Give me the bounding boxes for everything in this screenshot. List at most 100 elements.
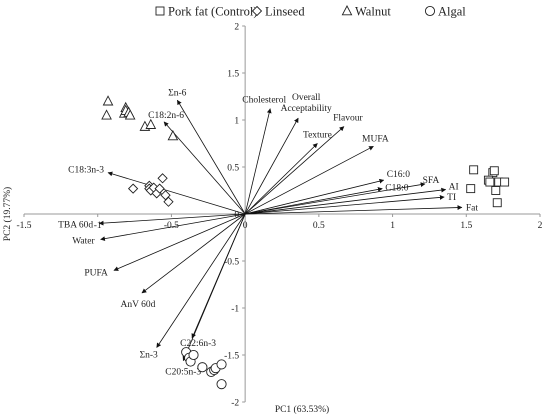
loading-arrow	[244, 117, 299, 215]
point-square	[491, 186, 501, 195]
loading-label: PUFA	[84, 268, 108, 278]
y-tick-label: -1	[231, 305, 239, 315]
loading-vectors: Cholesterol Overall Acceptability TextureFl…	[58, 88, 478, 377]
point-square	[489, 166, 499, 176]
loading-label: Overall Acceptability	[281, 93, 332, 114]
loading-tba-60d: TBA 60d	[58, 213, 246, 230]
loading-arrow	[245, 187, 447, 215]
loading-label: C20:5n-3	[165, 368, 201, 378]
loading-arrow	[156, 213, 246, 348]
loading-arrow	[244, 126, 345, 215]
legend-diamond-icon	[251, 5, 263, 17]
loading-arrow	[245, 187, 383, 215]
x-tick-label: -1.5	[16, 221, 31, 231]
loading-cholesterol: Cholesterol	[242, 96, 286, 215]
x-tick-label: -1	[94, 221, 102, 231]
point-triangle	[101, 109, 112, 120]
point-diamond	[163, 196, 174, 207]
loading-label: C18:2n-6	[148, 111, 184, 121]
y-tick-label: -1.5	[224, 352, 239, 362]
legend-square-icon	[155, 6, 165, 16]
series-pork-fat-control	[466, 165, 510, 208]
legend-label: Walnut	[355, 5, 391, 19]
score-points	[101, 95, 510, 390]
point-square	[466, 184, 476, 194]
x-tick-label: 0.5	[313, 221, 325, 231]
series-linseed	[127, 173, 174, 207]
loading-pufa: PUFA	[84, 213, 246, 278]
loading-label: C18:3n-3	[68, 166, 104, 176]
loading-ai: AI	[245, 183, 459, 215]
loading-arrow	[98, 213, 246, 226]
loading-arrow	[141, 213, 246, 294]
loading-arrow	[245, 182, 426, 215]
x-tick-labels: -1.5 -1 -0.5 0 0.5 1 1.5 2	[16, 214, 543, 231]
loading-mufa: MUFA	[244, 134, 389, 215]
point-circle	[197, 362, 208, 373]
point-diamond	[157, 173, 168, 184]
legend-label: Algal	[438, 5, 466, 19]
loading-arrow	[182, 213, 246, 362]
x-axis-title: PC1 (63.53%)	[275, 404, 329, 415]
point-triangle	[102, 95, 114, 106]
loading-arrow	[244, 143, 318, 215]
legend-triangle-icon	[341, 5, 353, 16]
loading-label: SFA	[423, 176, 440, 186]
y-tick-label: 2	[234, 23, 239, 33]
loading-c18-2n-6: C18:2n-6	[148, 111, 246, 215]
loading-label: AI	[449, 183, 459, 193]
series-walnut	[101, 95, 179, 141]
loading-label: C16:0	[387, 170, 410, 180]
loading-arrow	[107, 171, 246, 215]
loading-c20-5n-3: C20:5n-3	[165, 213, 246, 378]
loading-label: TBA 60d	[58, 220, 93, 230]
point-circle	[216, 359, 227, 370]
legend-label: Pork fat (Control)	[168, 5, 258, 19]
loading-label: Cholesterol	[242, 96, 286, 106]
legend-label: Linseed	[265, 5, 305, 19]
point-triangle	[167, 130, 179, 141]
loading-flavour: Flavour	[244, 114, 364, 215]
loading-c22-6n-3: C22:6n-3	[180, 213, 246, 349]
point-triangle	[124, 109, 136, 120]
loading-arrow	[113, 213, 246, 271]
loading-arrow	[245, 178, 385, 215]
point-diamond	[154, 183, 165, 194]
loading-arrow	[244, 145, 374, 215]
point-square	[500, 177, 510, 187]
loading-label: Water	[72, 236, 95, 246]
y-tick-label: 1	[234, 117, 239, 127]
x-tick-label: 0	[243, 221, 248, 231]
axes	[24, 26, 540, 402]
loading-label: Σn-6	[168, 88, 186, 98]
loading-texture: Texture	[244, 131, 332, 215]
legend-circle-icon	[424, 5, 436, 17]
y-tick-label: 0.5	[227, 164, 239, 174]
x-tick-label: 2	[538, 221, 543, 231]
loading-arrow	[245, 195, 445, 215]
loading-sum-n-6: Σn-6	[168, 88, 246, 215]
legend-item-algal: Algal	[424, 5, 466, 19]
loading-arrow	[100, 213, 246, 241]
x-tick-label: 1.5	[460, 221, 472, 231]
loading-sum-n-3: Σn-3	[140, 213, 246, 360]
loading-anv-60d: AnV 60d	[120, 213, 246, 310]
loading-arrow	[244, 108, 272, 215]
legend: Pork fat (Control) Linseed Walnut Algal	[155, 5, 466, 19]
loading-label: C22:6n-3	[180, 339, 216, 349]
loading-water: Water	[72, 213, 246, 246]
y-tick-label: -2	[231, 399, 239, 409]
y-tick-label: 1.5	[227, 70, 239, 80]
loading-label: MUFA	[362, 134, 389, 144]
point-square	[492, 198, 502, 208]
loading-sfa: SFA	[245, 176, 440, 215]
loading-label: Flavour	[333, 114, 363, 124]
loading-arrow	[245, 205, 463, 215]
x-tick-label: 1	[390, 221, 395, 231]
loading-c18-3n-3: C18:3n-3	[68, 166, 246, 215]
loading-fat: Fat	[245, 203, 478, 215]
loading-c16-0: C16:0	[245, 170, 410, 215]
y-axis-title: PC2 (19.77%)	[2, 187, 13, 241]
loading-arrow	[163, 121, 246, 215]
